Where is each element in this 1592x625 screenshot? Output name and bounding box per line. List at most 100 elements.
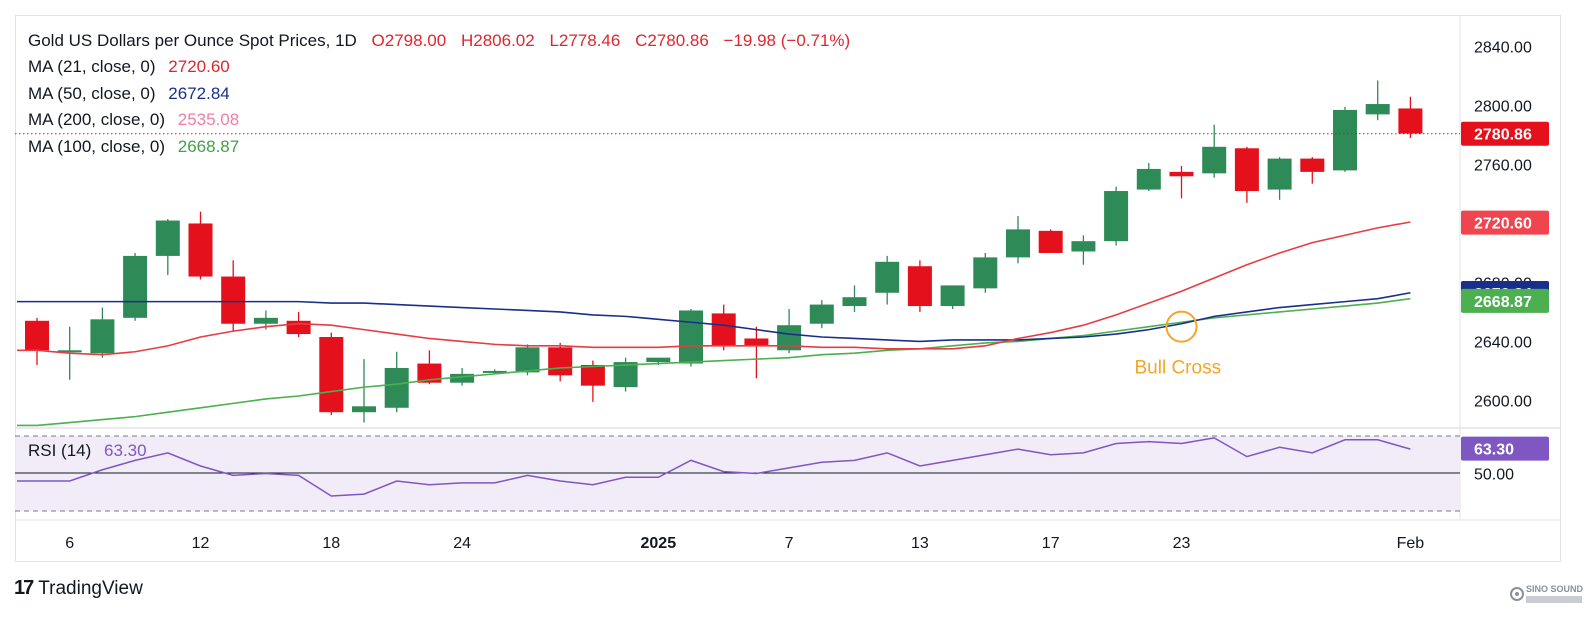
tradingview-footer[interactable]: 17 TradingView <box>14 577 143 600</box>
candle-body <box>515 347 540 373</box>
price-badge <box>1461 210 1549 235</box>
price-tick-label: 2800.00 <box>1474 99 1532 116</box>
candle-body <box>613 362 638 388</box>
candle-body <box>809 304 834 324</box>
candle-body <box>679 310 703 364</box>
time-tick-label: 12 <box>192 535 210 552</box>
legend-rsi: RSI (14) 63.30 <box>28 441 155 461</box>
high-value: H2806.02 <box>460 31 535 50</box>
candle-body <box>842 297 867 307</box>
candle-body <box>1234 148 1259 192</box>
rsi-group <box>17 437 1411 497</box>
close-value: C2780.86 <box>635 31 709 50</box>
candle-body <box>875 261 900 293</box>
candle-body <box>482 370 507 373</box>
bull-cross-label: Bull Cross <box>1135 358 1222 379</box>
candle-body <box>1202 146 1227 174</box>
price-badge-label: 2668.87 <box>1474 294 1532 311</box>
tradingview-logo-icon: 17 <box>14 577 34 599</box>
symbol-title: Gold US Dollars per Ounce Spot Prices, 1… <box>28 31 357 50</box>
candle-body <box>1398 108 1423 134</box>
candle-body <box>123 255 148 318</box>
legend-ma100: MA (100, close, 0) 2668.87 <box>28 137 247 157</box>
candle-body <box>1333 109 1357 171</box>
tradingview-brand: TradingView <box>38 577 143 599</box>
candle-body <box>286 320 311 335</box>
change-value: −19.98 (−0.71%) <box>723 31 851 50</box>
candle-body <box>1071 241 1096 252</box>
rsi-badge <box>1461 436 1549 461</box>
candle-body <box>417 363 442 383</box>
ma100-label: MA (100, close, 0) <box>28 137 166 156</box>
ma100-line <box>17 297 1411 427</box>
candle-body <box>580 365 605 386</box>
price-tick-label: 2840.00 <box>1474 40 1532 57</box>
candle-body <box>1136 168 1161 190</box>
ma-lines-group <box>15 133 1460 427</box>
candle-body <box>155 220 180 256</box>
time-tick-label: 7 <box>785 535 794 552</box>
legend-ma50: MA (50, close, 0) 2672.84 <box>28 84 238 104</box>
time-tick-label: 13 <box>911 535 929 552</box>
annotation-group: Bull Cross <box>1135 310 1222 379</box>
legend-ma200: MA (200, close, 0) 2535.08 <box>28 110 247 130</box>
corner-logo-text: SINO SOUND <box>1526 584 1584 594</box>
time-tick-label: 6 <box>65 535 74 552</box>
rsi-badge-label: 63.30 <box>1474 442 1514 459</box>
candle-body <box>1038 230 1063 253</box>
legend-ma21: MA (21, close, 0) 2720.60 <box>28 57 238 77</box>
candle-body <box>1104 191 1129 242</box>
ma50-label: MA (50, close, 0) <box>28 84 156 103</box>
candle-body <box>253 317 278 324</box>
price-badge-label: 2780.86 <box>1474 127 1532 144</box>
price-tick-label: 2600.00 <box>1474 393 1532 410</box>
time-tick-label: Feb <box>1397 535 1425 552</box>
ma50-value: 2672.84 <box>168 84 230 103</box>
low-value: L2778.46 <box>549 31 621 50</box>
rsi-tick-label: 50.00 <box>1474 467 1514 484</box>
candle-body <box>319 337 344 413</box>
time-tick-label: 23 <box>1173 535 1191 552</box>
ma100-value: 2668.87 <box>177 137 240 156</box>
candle-body <box>744 338 769 346</box>
rsi-label: RSI (14) <box>28 441 92 460</box>
ma21-line <box>17 221 1411 356</box>
candle-body <box>25 320 49 351</box>
bull-cross-marker <box>1165 310 1198 343</box>
chart-header: Gold US Dollars per Ounce Spot Prices, 1… <box>28 31 860 51</box>
price-badge-label: 2720.60 <box>1474 216 1532 233</box>
candle-body <box>450 373 475 383</box>
price-badge <box>1461 121 1549 146</box>
ma21-value: 2720.60 <box>168 57 230 76</box>
price-tick-label: 2640.00 <box>1474 334 1532 351</box>
rsi-line <box>17 437 1411 497</box>
ma200-label: MA (200, close, 0) <box>28 110 166 129</box>
ma21-label: MA (21, close, 0) <box>28 57 156 76</box>
rsi-legend-value: 63.30 <box>104 441 147 460</box>
candle-body <box>1169 171 1194 177</box>
candle-body <box>646 357 671 363</box>
sino-sound-logo-icon: SINO SOUND <box>1510 584 1584 603</box>
price-badge <box>1461 288 1549 313</box>
candle-body <box>1267 158 1292 190</box>
candle-body <box>548 347 573 376</box>
candle-body <box>384 367 409 408</box>
candle-body <box>711 313 736 346</box>
candle-body <box>57 350 82 353</box>
time-tick-label: 24 <box>453 535 471 552</box>
price-tick-label: 2760.00 <box>1474 157 1532 174</box>
candle-body <box>907 266 932 307</box>
candle-body <box>1006 229 1030 258</box>
candle-body <box>188 223 213 277</box>
candle-body <box>352 406 376 413</box>
time-tick-label: 18 <box>322 535 340 552</box>
axes-group: 2600.002640.002680.002720.002760.002800.… <box>65 40 1532 552</box>
ma50-line <box>17 291 1411 343</box>
candle-body <box>940 285 965 307</box>
candle-body <box>90 319 115 354</box>
time-tick-label: 17 <box>1042 535 1060 552</box>
candle-body <box>973 257 998 289</box>
candle-body <box>1300 158 1325 172</box>
